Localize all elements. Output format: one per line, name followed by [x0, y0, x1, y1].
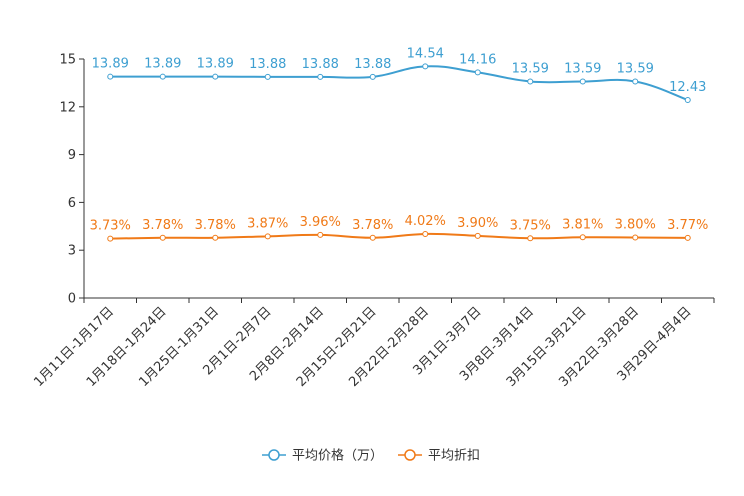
data-label: 3.73%	[90, 219, 131, 234]
data-point[interactable]	[579, 234, 586, 241]
data-point[interactable]	[212, 73, 219, 80]
data-label: 3.78%	[352, 218, 393, 233]
data-label: 3.81%	[562, 217, 603, 232]
data-point[interactable]	[474, 69, 481, 76]
data-point[interactable]	[684, 96, 691, 103]
y-tick-label: 0	[68, 292, 76, 307]
data-label: 13.88	[302, 57, 339, 72]
data-label: 13.89	[144, 57, 181, 72]
legend-item-2[interactable]: 平均折扣	[398, 449, 480, 464]
data-point[interactable]	[579, 78, 586, 85]
legend-marker-icon	[268, 449, 280, 461]
legend-item-1[interactable]: 平均价格（万）	[262, 448, 383, 464]
y-tick-label: 15	[59, 53, 76, 68]
data-point[interactable]	[264, 73, 271, 80]
data-point[interactable]	[684, 234, 691, 241]
data-label: 3.80%	[615, 217, 656, 232]
data-label: 3.78%	[142, 218, 183, 233]
series-2: 3.73% 3.78% 3.78% 3.87% 3.96% 3.78% 4.02% 3.90%…	[90, 214, 708, 242]
data-label: 12.43	[669, 80, 706, 95]
legend-label: 平均价格（万）	[292, 448, 383, 464]
data-label: 3.77%	[667, 218, 708, 233]
legend-marker-icon	[404, 449, 416, 461]
data-point[interactable]	[159, 73, 166, 80]
legend-label: 平均折扣	[428, 449, 480, 464]
data-point[interactable]	[264, 233, 271, 240]
y-tick-label: 9	[68, 148, 76, 163]
data-label: 14.16	[459, 52, 496, 67]
data-point[interactable]	[474, 232, 481, 239]
y-tick-label: 3	[68, 244, 76, 259]
data-label: 3.90%	[457, 216, 498, 231]
legend[interactable]: 平均价格（万） 平均折扣	[262, 448, 480, 464]
y-tick-label: 12	[59, 100, 76, 115]
data-label: 13.59	[564, 61, 601, 76]
data-label: 13.89	[92, 57, 129, 72]
data-point[interactable]	[159, 234, 166, 241]
data-point[interactable]	[212, 234, 219, 241]
series-layer: 13.89 13.89 13.89 13.88 13.88 13.88 14.54 14.16…	[90, 46, 708, 242]
data-label: 13.59	[617, 61, 654, 76]
data-label: 4.02%	[405, 214, 446, 229]
data-point[interactable]	[422, 230, 429, 237]
data-label: 3.75%	[510, 218, 551, 233]
data-point[interactable]	[369, 73, 376, 80]
data-label: 13.88	[354, 57, 391, 72]
data-point[interactable]	[527, 235, 534, 242]
data-label: 3.87%	[247, 216, 288, 231]
data-point[interactable]	[107, 235, 114, 242]
data-point[interactable]	[632, 78, 639, 85]
data-label: 14.54	[407, 46, 444, 61]
data-point[interactable]	[632, 234, 639, 241]
data-label: 3.96%	[300, 215, 341, 230]
data-point[interactable]	[317, 231, 324, 238]
y-tick-label: 6	[68, 196, 76, 211]
data-point[interactable]	[369, 234, 376, 241]
series-line	[110, 232, 688, 240]
data-point[interactable]	[107, 73, 114, 80]
data-point[interactable]	[317, 73, 324, 80]
series-line	[110, 65, 689, 101]
data-label: 13.88	[249, 57, 286, 72]
data-label: 13.59	[512, 61, 549, 76]
data-point[interactable]	[527, 78, 534, 85]
data-point[interactable]	[422, 63, 429, 70]
series-1: 13.89 13.89 13.89 13.88 13.88 13.88 14.54 14.16…	[92, 46, 706, 103]
data-label: 3.78%	[195, 218, 236, 233]
data-label: 13.89	[197, 57, 234, 72]
